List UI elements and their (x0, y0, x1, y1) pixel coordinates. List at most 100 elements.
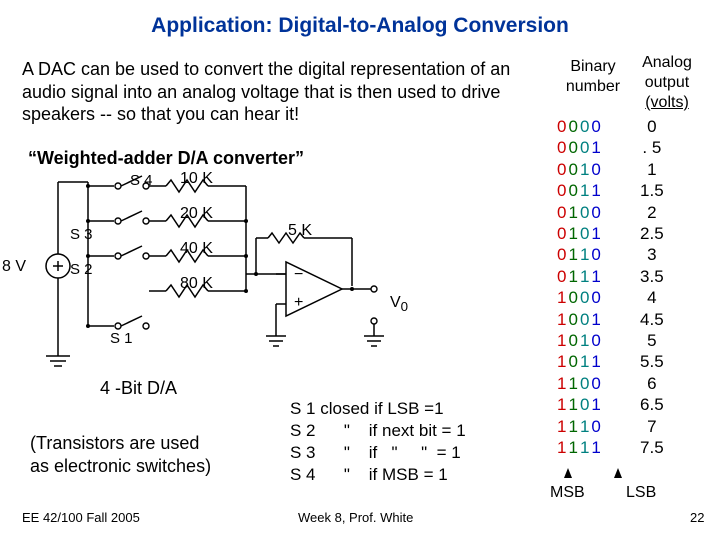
bit-cell: 1 (567, 394, 578, 415)
r10-label: 10 K (180, 170, 213, 188)
intro-text: A DAC can be used to convert the digital… (22, 58, 542, 126)
bit-cell: 0 (556, 244, 567, 265)
msb-arrow-icon (564, 468, 572, 478)
bit-cell: 1 (556, 351, 567, 372)
vout-sub: 0 (401, 299, 408, 314)
bit-cell: 1 (579, 266, 590, 287)
tbl-head-output: output (636, 74, 698, 92)
bit-cell: 0 (579, 394, 590, 415)
bit-cell: 0 (567, 116, 578, 137)
s1-label: S 1 (110, 330, 133, 347)
bit-cell: 1 (590, 351, 601, 372)
bit-cell: 0 (556, 159, 567, 180)
bit-cell: 1 (567, 416, 578, 437)
bit-cell: 0 (556, 180, 567, 201)
bit-cell: 0 (556, 202, 567, 223)
switch-legend: S 1 closed if LSB =1 S 2 " if next bit =… (290, 398, 466, 486)
bit-cell: 0 (579, 137, 590, 158)
plus-label: + (294, 294, 303, 312)
bit-cell: 1 (567, 244, 578, 265)
tbl-head-volts: (volts) (636, 94, 698, 112)
r40-label: 40 K (180, 240, 213, 258)
bit-cell: 1 (579, 351, 590, 372)
vout-v: V (390, 294, 401, 311)
s4-label: S 4 (130, 172, 153, 189)
vout-cell: 1 (602, 159, 675, 180)
vsrc-label: 8 V (2, 258, 26, 276)
vout-cell: 1.5 (602, 180, 675, 201)
vout-cell: 6 (602, 373, 675, 394)
r20-label: 20 K (180, 205, 213, 223)
vout-cell: 3.5 (602, 266, 675, 287)
bit-cell: 0 (590, 330, 601, 351)
vout-cell: 7 (602, 416, 675, 437)
bit-cell: 0 (567, 351, 578, 372)
footer-center: Week 8, Prof. White (298, 510, 413, 525)
bit-cell: 0 (567, 137, 578, 158)
bit-cell: 0 (579, 309, 590, 330)
bit-cell: 1 (556, 416, 567, 437)
bit-cell: 0 (556, 223, 567, 244)
bit-cell: 0 (567, 287, 578, 308)
bit-cell: 0 (579, 287, 590, 308)
bit-cell: 0 (590, 244, 601, 265)
bit-cell: 1 (567, 437, 578, 458)
bit-cell: 1 (556, 373, 567, 394)
footer-left: EE 42/100 Fall 2005 (22, 510, 140, 525)
msb-label: MSB (550, 484, 585, 502)
tbl-head-analog: Analog (636, 54, 698, 72)
bit-cell: 0 (579, 223, 590, 244)
bit-cell: 1 (590, 266, 601, 287)
minus-label: − (294, 266, 303, 284)
bit-cell: 1 (590, 394, 601, 415)
bit-cell: 1 (556, 287, 567, 308)
bit-cell: 0 (579, 373, 590, 394)
bit-cell: 1 (567, 266, 578, 287)
vout-cell: 6.5 (602, 394, 675, 415)
r5-label: 5 K (288, 222, 312, 240)
bit-cell: 1 (590, 180, 601, 201)
vout-cell: 0 (602, 116, 675, 137)
bit-cell: 0 (567, 309, 578, 330)
bit-cell: 1 (556, 394, 567, 415)
s2-label: S 2 (70, 261, 93, 278)
lsb-label: LSB (626, 484, 656, 502)
page-title: Application: Digital-to-Analog Conversio… (0, 14, 720, 38)
bit-cell: 0 (556, 116, 567, 137)
bit-cell: 1 (590, 309, 601, 330)
bit-cell: 1 (579, 330, 590, 351)
bit-cell: 1 (556, 437, 567, 458)
vout-cell: 4 (602, 287, 675, 308)
bit-cell: 1 (556, 309, 567, 330)
lsb-arrow-icon (614, 468, 622, 478)
bit-cell: 1 (567, 373, 578, 394)
vout-cell: 4.5 (602, 309, 675, 330)
vout-cell: 7.5 (602, 437, 675, 458)
bit-cell: 1 (579, 180, 590, 201)
bit-cell: 1 (556, 330, 567, 351)
bit-cell: 1 (590, 223, 601, 244)
vout-cell: 5.5 (602, 351, 675, 372)
bit-cell: 0 (567, 330, 578, 351)
s3-label: S 3 (70, 226, 93, 243)
bit-cell: 0 (590, 416, 601, 437)
bit-cell: 1 (579, 437, 590, 458)
bit-cell: 1 (567, 223, 578, 244)
vout-cell: 5 (602, 330, 675, 351)
tbl-head-binary: Binary (562, 58, 624, 76)
truth-table: 000000001. 50010100111.50100201012.50110… (556, 116, 675, 459)
transnote-l2: as electronic switches) (30, 456, 211, 476)
bit-cell: 0 (567, 180, 578, 201)
bit-cell: 1 (590, 137, 601, 158)
r80-label: 80 K (180, 275, 213, 293)
bit-cell: 0 (590, 202, 601, 223)
bit-cell: 0 (579, 116, 590, 137)
vout-cell: 2 (602, 202, 675, 223)
bit-cell: 0 (579, 202, 590, 223)
bit-cell: 0 (590, 116, 601, 137)
four-bit-label: 4 -Bit D/A (100, 378, 177, 399)
bit-cell: 1 (579, 244, 590, 265)
bit-cell: 0 (556, 137, 567, 158)
bit-cell: 0 (556, 266, 567, 287)
bit-cell: 0 (590, 373, 601, 394)
